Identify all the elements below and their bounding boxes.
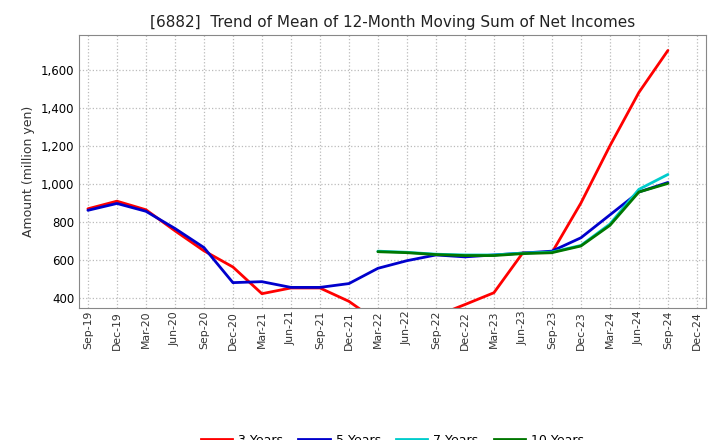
10 Years (548, 250, 557, 255)
5 Years (577, 235, 585, 240)
3 Years (287, 285, 295, 290)
10 Years (490, 253, 498, 258)
3 Years (461, 302, 469, 307)
7 Years (606, 221, 614, 227)
5 Years (634, 189, 643, 194)
Legend: 3 Years, 5 Years, 7 Years, 10 Years: 3 Years, 5 Years, 7 Years, 10 Years (196, 429, 589, 440)
5 Years (402, 258, 411, 263)
10 Years (577, 243, 585, 249)
5 Years (374, 266, 382, 271)
3 Years (112, 198, 121, 204)
3 Years (577, 201, 585, 206)
Line: 10 Years: 10 Years (378, 183, 668, 256)
5 Years (461, 254, 469, 260)
Title: [6882]  Trend of Mean of 12-Month Moving Sum of Net Incomes: [6882] Trend of Mean of 12-Month Moving … (150, 15, 635, 30)
3 Years (664, 48, 672, 53)
10 Years (606, 223, 614, 228)
7 Years (518, 250, 527, 256)
7 Years (634, 187, 643, 192)
7 Years (374, 249, 382, 254)
5 Years (171, 226, 179, 231)
Y-axis label: Amount (million yen): Amount (million yen) (22, 106, 35, 237)
5 Years (142, 209, 150, 214)
3 Years (374, 319, 382, 324)
5 Years (606, 212, 614, 217)
7 Years (664, 172, 672, 177)
5 Years (228, 280, 237, 285)
5 Years (548, 249, 557, 254)
3 Years (606, 143, 614, 148)
5 Years (345, 281, 354, 286)
Line: 3 Years: 3 Years (88, 51, 668, 323)
10 Years (518, 251, 527, 256)
5 Years (199, 245, 208, 250)
3 Years (84, 206, 92, 212)
3 Years (490, 290, 498, 295)
5 Years (287, 285, 295, 290)
7 Years (461, 252, 469, 257)
7 Years (548, 249, 557, 255)
7 Years (431, 252, 440, 257)
5 Years (431, 252, 440, 257)
10 Years (374, 249, 382, 254)
5 Years (518, 250, 527, 256)
3 Years (518, 250, 527, 255)
3 Years (171, 228, 179, 233)
Line: 7 Years: 7 Years (378, 175, 668, 255)
10 Years (431, 252, 440, 257)
3 Years (431, 313, 440, 319)
3 Years (634, 90, 643, 95)
7 Years (490, 252, 498, 257)
5 Years (258, 279, 266, 284)
3 Years (402, 320, 411, 326)
3 Years (258, 291, 266, 296)
3 Years (315, 285, 324, 290)
7 Years (402, 249, 411, 255)
3 Years (199, 248, 208, 253)
3 Years (548, 250, 557, 255)
5 Years (112, 201, 121, 206)
10 Years (402, 250, 411, 255)
10 Years (664, 181, 672, 186)
3 Years (228, 264, 237, 270)
5 Years (84, 208, 92, 213)
Line: 5 Years: 5 Years (88, 183, 668, 287)
3 Years (142, 207, 150, 213)
10 Years (461, 253, 469, 258)
5 Years (315, 285, 324, 290)
3 Years (345, 299, 354, 304)
5 Years (490, 252, 498, 257)
10 Years (634, 189, 643, 194)
7 Years (577, 243, 585, 248)
5 Years (664, 180, 672, 185)
